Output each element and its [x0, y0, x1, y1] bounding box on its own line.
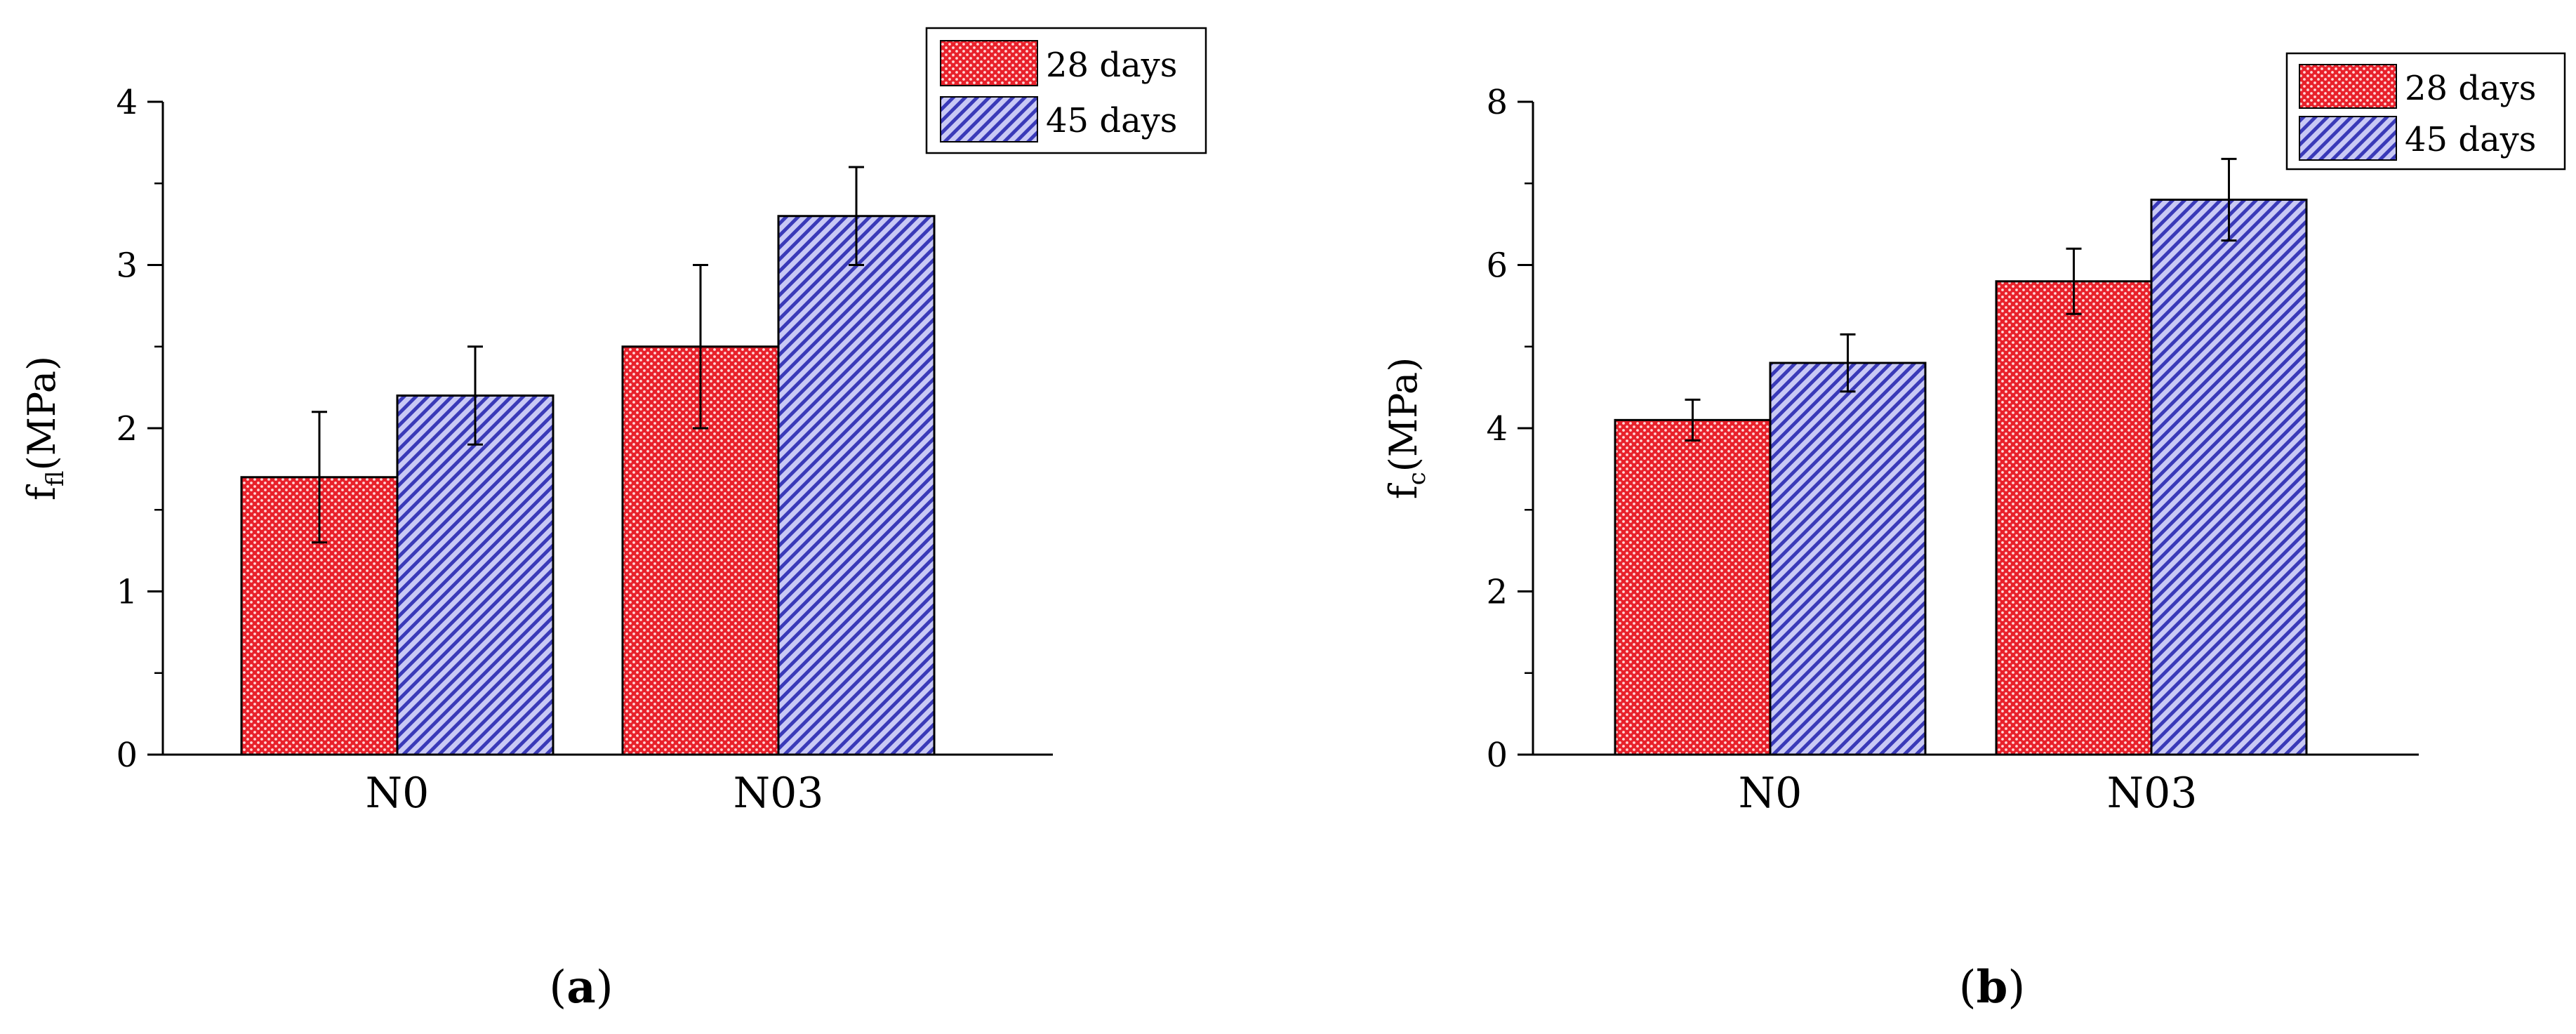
chart-a-bars — [240, 215, 936, 756]
chart-b-legend-label-45: 45 days — [2405, 120, 2536, 159]
chart-b-ytick-label: 8 — [1486, 83, 1508, 122]
chart-a-ytick-label: 0 — [116, 736, 138, 775]
chart-a-bar-n0-45-days — [396, 395, 555, 756]
chart-b-error-bars — [1685, 157, 2237, 442]
chart-a-legend-label-28: 28 days — [1046, 46, 1177, 85]
chart-b-xtick-n0: N0 — [1739, 769, 1802, 818]
chart-b-y-ticks: 0 2 4 6 8 — [1486, 83, 1533, 775]
chart-b: 0 2 4 6 8 N0 N03 fc(MPa) 28 days 45 days (b) — [1381, 52, 2566, 1014]
chart-a-error-bars — [312, 166, 864, 544]
chart-b-bar-n03-28-days — [1995, 280, 2153, 756]
chart-b-ytick-label: 2 — [1486, 573, 1508, 612]
chart-a-y-label: ffl(MPa) — [20, 356, 69, 501]
chart-b-ytick-label: 4 — [1486, 409, 1508, 449]
chart-b-legend-swatch-45 — [2299, 116, 2397, 161]
chart-a-ytick-label: 1 — [116, 573, 138, 612]
chart-b-ytick-label: 0 — [1486, 736, 1508, 775]
chart-a-ytick-label: 4 — [116, 83, 138, 122]
chart-b-legend-label-28: 28 days — [2405, 69, 2536, 108]
chart-a-y-ticks: 0 1 2 3 4 — [116, 83, 163, 775]
chart-a-ytick-label: 3 — [116, 246, 138, 286]
chart-b-ylabel-main: f — [1381, 482, 1426, 499]
svg-text:fc(MPa): fc(MPa) — [1381, 357, 1431, 500]
chart-a-legend-swatch-28 — [940, 40, 1038, 86]
chart-a-legend-swatch-45 — [940, 96, 1038, 142]
chart-b-y-label: fc(MPa) — [1381, 357, 1431, 500]
chart-b-panel-label: (b) — [1959, 961, 2026, 1014]
chart-a-legend: 28 days 45 days — [925, 27, 1207, 154]
chart-a-xtick-n0: N0 — [366, 769, 430, 818]
chart-b-bar-n03-45-days — [2150, 199, 2308, 756]
chart-b-legend-swatch-28 — [2299, 64, 2397, 109]
chart-a-ylabel-unit: (MPa) — [20, 356, 64, 471]
chart-a: 0 1 2 3 4 N0 N03 ffl(MPa) 28 days 45 days (a… — [20, 27, 1207, 1014]
chart-a-ytick-label: 2 — [116, 409, 138, 449]
chart-b-bar-n0-45-days — [1769, 362, 1927, 756]
svg-text:ffl(MPa): ffl(MPa) — [20, 356, 69, 501]
chart-b-bars — [1614, 199, 2308, 756]
chart-a-legend-label-45: 45 days — [1046, 101, 1177, 140]
chart-a-xtick-n03: N03 — [733, 769, 824, 818]
chart-a-bar-n03-45-days — [777, 215, 936, 756]
chart-a-panel-label: (a) — [549, 961, 613, 1014]
chart-b-ylabel-sub: c — [1403, 472, 1431, 485]
chart-b-ytick-label: 6 — [1486, 246, 1508, 286]
chart-a-ylabel-sub: fl — [41, 470, 69, 486]
chart-b-xtick-n03: N03 — [2107, 769, 2198, 818]
chart-b-ylabel-unit: (MPa) — [1381, 357, 1426, 472]
chart-b-bar-n0-28-days — [1614, 418, 1772, 756]
chart-b-legend: 28 days 45 days — [2285, 52, 2566, 171]
